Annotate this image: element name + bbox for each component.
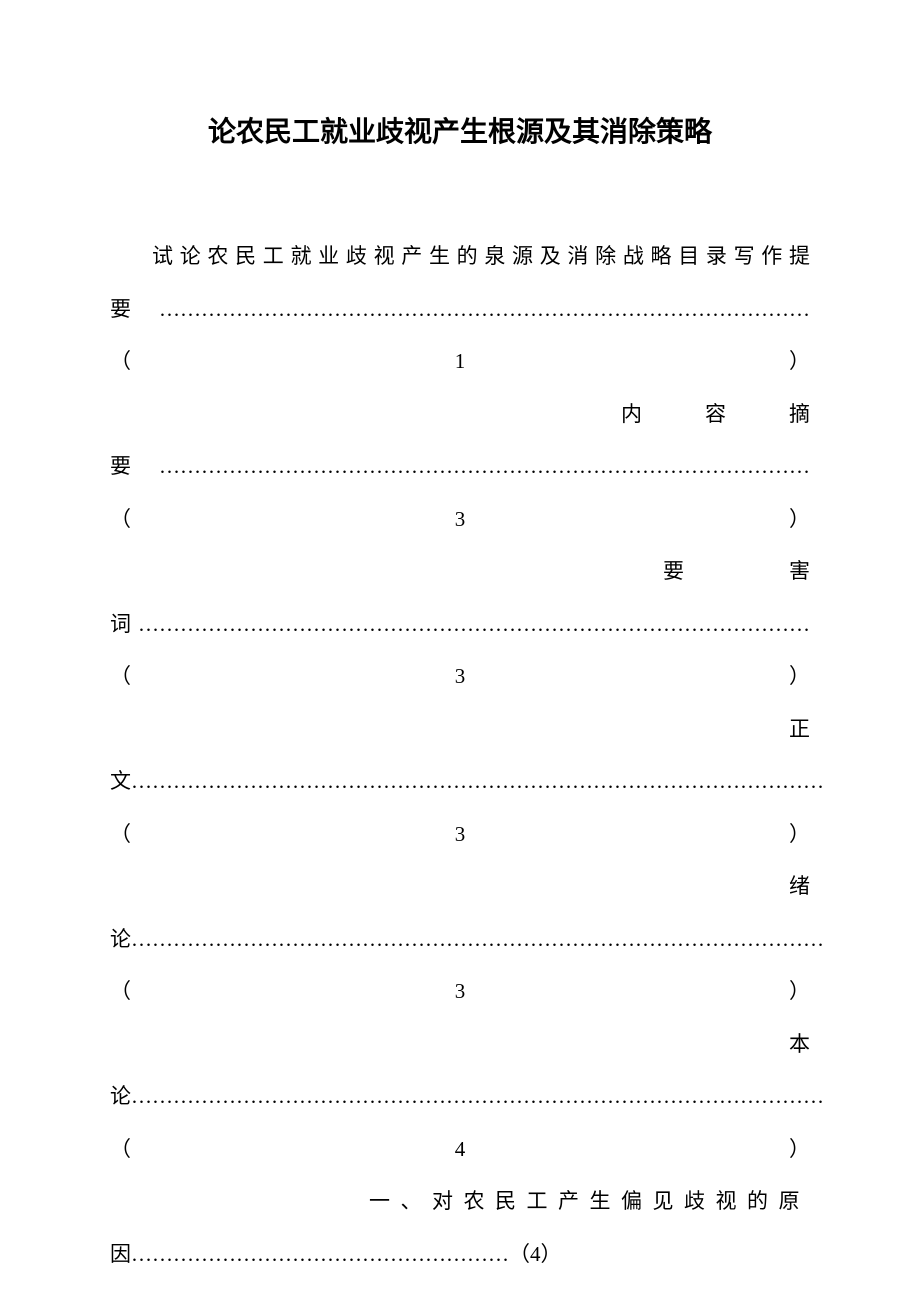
toc-label-text: 本 xyxy=(789,1032,810,1056)
toc-label-text: 要 害 xyxy=(663,559,810,583)
toc-label-text: 一、对农民工产生偏见歧视的原 xyxy=(369,1189,810,1213)
toc-prefix: 词 xyxy=(110,612,138,636)
toc-entry-1-line: 要………………………………………………………………………………… （3） xyxy=(110,440,810,545)
toc-entry-5-label: 本 xyxy=(110,1018,810,1071)
toc-page: （3） xyxy=(110,664,810,688)
toc-label-text: 正 xyxy=(789,717,810,741)
toc-dots: ………………………………………………………………………………… xyxy=(159,454,810,478)
toc-prefix: 论 xyxy=(110,927,131,951)
toc-dots: …………………………………………………………………………………… xyxy=(138,612,810,636)
toc-page: （4） xyxy=(509,1242,562,1266)
toc-entry-2-line: 词…………………………………………………………………………………… （3） xyxy=(110,598,810,703)
toc-entry-4-line: 论………………………………………………………………………………………（3） xyxy=(110,913,810,1018)
toc-entry-0-line: 要………………………………………………………………………………… （1） xyxy=(110,283,810,388)
toc-dots: ……………………………………………………………………………………… xyxy=(131,769,824,793)
document-body: 试论农民工就业歧视产生的泉源及消除战略目录写作提 要……………………………………… xyxy=(110,230,810,1280)
toc-entry-4-label: 绪 xyxy=(110,860,810,913)
toc-page: （3） xyxy=(110,507,810,531)
toc-entry-3-label: 正 xyxy=(110,703,810,756)
toc-dots: ……………………………………………… xyxy=(131,1242,509,1266)
toc-last-label: 一、对农民工产生偏见歧视的原 xyxy=(110,1175,810,1228)
toc-page: （3） xyxy=(110,979,810,1003)
toc-last-line: 因………………………………………………（4） xyxy=(110,1228,810,1281)
toc-label-text: 内 容 摘 xyxy=(621,402,810,426)
intro-line: 试论农民工就业歧视产生的泉源及消除战略目录写作提 xyxy=(110,230,810,283)
toc-dots: ………………………………………………………………………………… xyxy=(159,297,810,321)
toc-prefix: 论 xyxy=(110,1084,131,1108)
toc-dots: ……………………………………………………………………………………… xyxy=(131,1084,824,1108)
toc-prefix: 要 xyxy=(110,297,159,321)
toc-entry-1-label: 内 容 摘 xyxy=(110,388,810,441)
toc-entry-5-line: 论………………………………………………………………………………………（4） xyxy=(110,1070,810,1175)
toc-prefix: 要 xyxy=(110,454,159,478)
toc-entry-2-label: 要 害 xyxy=(110,545,810,598)
toc-entry-3-line: 文………………………………………………………………………………………（3） xyxy=(110,755,810,860)
document-title: 论农民工就业歧视产生根源及其消除策略 xyxy=(110,110,810,150)
toc-dots: ……………………………………………………………………………………… xyxy=(131,927,824,951)
toc-prefix: 文 xyxy=(110,769,131,793)
toc-label-text: 绪 xyxy=(789,874,810,898)
toc-page: （4） xyxy=(110,1137,810,1161)
toc-prefix: 因 xyxy=(110,1242,131,1266)
toc-page: （3） xyxy=(110,822,810,846)
toc-page: （1） xyxy=(110,349,810,373)
